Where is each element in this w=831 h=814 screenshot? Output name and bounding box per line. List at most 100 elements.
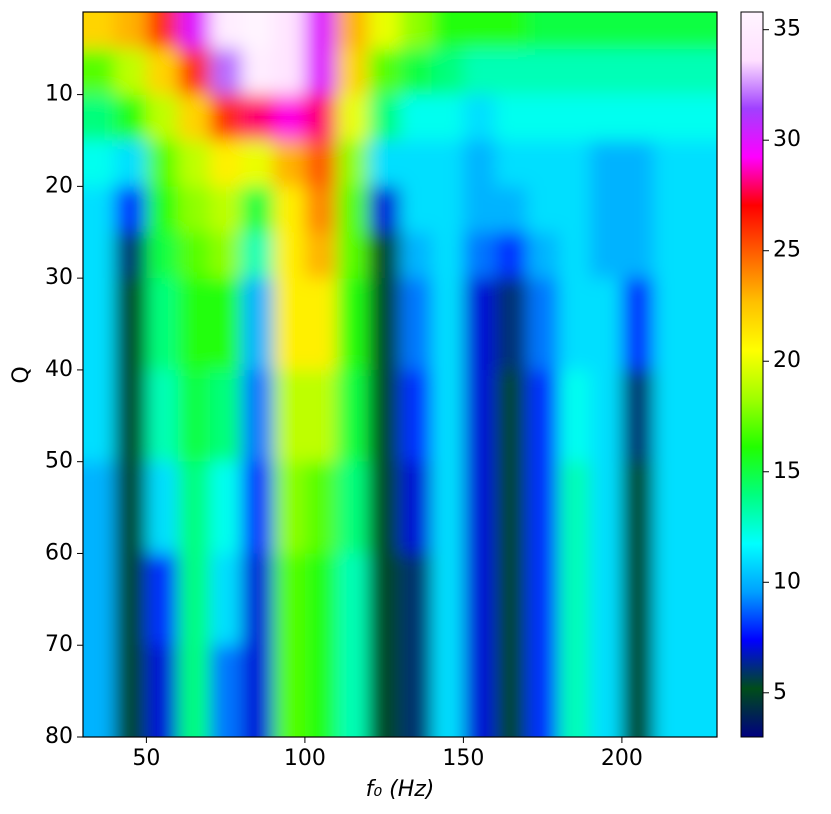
heatmap-cell	[114, 48, 147, 96]
heatmap-cell	[241, 461, 274, 554]
heatmap-cell	[241, 12, 274, 50]
heatmap-cell	[495, 232, 528, 279]
heatmap-cell	[621, 232, 655, 279]
heatmap-cell	[621, 645, 655, 737]
heatmap-cell	[368, 12, 401, 50]
heatmap-cell	[621, 48, 655, 96]
heatmap-cell	[241, 186, 274, 233]
heatmap-cell	[653, 140, 686, 187]
heatmap-cell	[304, 461, 338, 554]
heatmap-cell	[146, 553, 179, 646]
heatmap-cell	[400, 461, 433, 554]
heatmap-cell	[273, 232, 306, 279]
heatmap-cell	[336, 94, 369, 141]
heatmap-cell	[495, 553, 528, 646]
heatmap-cell	[653, 186, 686, 233]
heatmap-cell	[526, 186, 559, 233]
heatmap-cell	[431, 461, 464, 554]
heatmap-cell	[653, 645, 686, 737]
heatmap-cell	[114, 369, 147, 463]
heatmap-cell	[304, 553, 338, 646]
heatmap-cell	[558, 48, 591, 96]
heatmap-cell	[241, 369, 274, 463]
heatmap-cell	[590, 553, 623, 646]
colorbar-tick-label: 15	[773, 459, 801, 484]
heatmap-cell	[241, 645, 274, 737]
heatmap-cell	[431, 369, 464, 463]
heatmap-cell	[400, 94, 433, 141]
heatmap-cell	[146, 369, 179, 463]
heatmap-cell	[304, 12, 338, 50]
heatmap-cell	[209, 12, 242, 50]
heatmap-cell	[304, 48, 338, 96]
heatmap-cell	[495, 645, 528, 737]
heatmap-cell	[431, 232, 464, 279]
heatmap-cell	[463, 645, 496, 737]
heatmap-cell	[400, 278, 433, 371]
y-tick-label: 80	[45, 724, 73, 749]
x-tick-label: 50	[132, 746, 160, 771]
heatmap-cell	[368, 48, 401, 96]
heatmap-cell	[336, 12, 369, 50]
heatmap-cell	[241, 553, 274, 646]
heatmap-cell	[114, 278, 147, 371]
heatmap-cell	[526, 278, 559, 371]
heatmap-cell	[495, 140, 528, 187]
heatmap-cell	[304, 369, 338, 463]
heatmap-cell	[273, 12, 306, 50]
heatmap-cell	[431, 94, 464, 141]
heatmap-cell	[431, 645, 464, 737]
heatmap-cell	[685, 461, 717, 554]
heatmap-cell	[146, 645, 179, 737]
heatmap-cell	[463, 369, 496, 463]
heatmap-cell	[463, 94, 496, 141]
heatmap-cell	[178, 140, 211, 187]
heatmap-cell	[114, 645, 147, 737]
heatmap-cell	[558, 232, 591, 279]
heatmap-cell	[273, 278, 306, 371]
heatmap-cell	[653, 232, 686, 279]
heatmap-cell	[558, 461, 591, 554]
colorbar-tick-label: 20	[773, 348, 801, 373]
heatmap-cell	[590, 645, 623, 737]
colorbar	[740, 11, 764, 738]
x-axis-label: f₀ (Hz)	[366, 777, 435, 802]
heatmap-cell	[526, 94, 559, 141]
colorbar-tick-label: 30	[773, 127, 801, 152]
heatmap-cell	[209, 369, 242, 463]
heatmap-cell	[273, 461, 306, 554]
heatmap-cell	[178, 186, 211, 233]
heatmap-cell	[463, 553, 496, 646]
heatmap-cell	[336, 48, 369, 96]
heatmap-cell	[178, 48, 211, 96]
heatmap-cell	[273, 94, 306, 141]
heatmap-cell	[209, 48, 242, 96]
x-tick-label: 100	[284, 746, 326, 771]
heatmap-cell	[336, 186, 369, 233]
heatmap-cell	[304, 94, 338, 141]
heatmap-cell	[304, 186, 338, 233]
colorbar-tick-label: 35	[773, 17, 801, 42]
heatmap-cell	[146, 278, 179, 371]
heatmap-cell	[368, 553, 401, 646]
heatmap-cell	[368, 232, 401, 279]
heatmap-cell	[368, 645, 401, 737]
heatmap-cell	[209, 232, 242, 279]
heatmap-cell	[209, 140, 242, 187]
heatmap-cell	[114, 461, 147, 554]
heatmap-cell	[83, 369, 116, 463]
heatmap-cell	[526, 645, 559, 737]
heatmap-cell	[685, 12, 717, 50]
heatmap-cell	[209, 645, 242, 737]
heatmap-cell	[336, 553, 369, 646]
colorbar-tick-label: 25	[773, 238, 801, 263]
heatmap-cell	[495, 461, 528, 554]
heatmap-cell	[336, 232, 369, 279]
heatmap-cell	[653, 461, 686, 554]
heatmap-cell	[83, 140, 116, 187]
heatmap-cell	[431, 278, 464, 371]
heatmap-cell	[114, 186, 147, 233]
heatmap-cell	[178, 369, 211, 463]
heatmap-cell	[368, 140, 401, 187]
y-tick-label: 50	[45, 449, 73, 474]
